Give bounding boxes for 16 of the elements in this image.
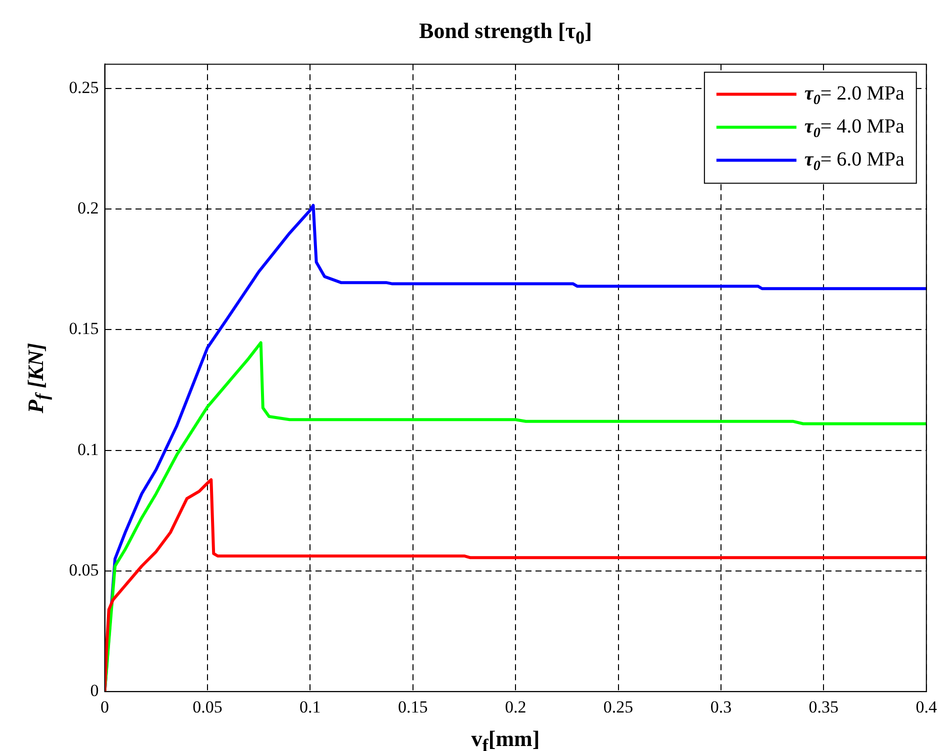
y-tick-label: 0.1 <box>78 440 99 459</box>
x-tick-label: 0.3 <box>710 697 732 716</box>
x-tick-label: 0.35 <box>808 697 839 716</box>
x-tick-label: 0.1 <box>300 697 321 716</box>
y-tick-label: 0.25 <box>69 78 99 97</box>
y-tick-label: 0 <box>90 681 99 700</box>
y-tick-label: 0.2 <box>78 198 99 218</box>
y-tick-label: 0.05 <box>69 560 99 580</box>
chart-title: Bond strength [τ$_{0}$] <box>418 18 593 48</box>
x-tick-label: 0.15 <box>398 697 428 716</box>
x-tick-label: 0.2 <box>504 697 526 716</box>
x-tick-label: 0.05 <box>192 697 222 716</box>
y-tick-label: 0.15 <box>69 319 99 338</box>
x-axis-title: v$_{f}$[mm] <box>470 726 541 751</box>
x-tick-label: 0.4 <box>916 697 938 716</box>
x-tick-label: 0.25 <box>603 697 634 716</box>
